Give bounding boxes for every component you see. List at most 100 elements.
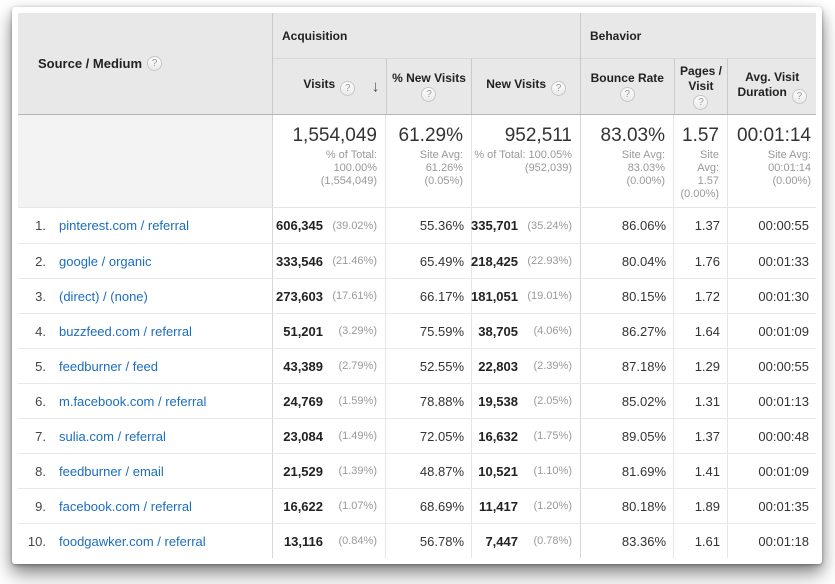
- bounce-rate-value: 80.04%: [621, 253, 666, 269]
- new-visits-value: 16,632: [478, 428, 518, 444]
- avg-duration-total: 00:01:14: [737, 125, 811, 146]
- new-visits-value: 10,521: [478, 463, 518, 479]
- visits-share: (0.84%): [338, 535, 377, 547]
- column-header-new-visits[interactable]: New Visits?: [471, 59, 580, 114]
- pct-new-visits-value: 48.87%: [419, 463, 464, 479]
- bounce-rate-label: Bounce Rate: [590, 71, 664, 85]
- source-medium-link[interactable]: foodgawker.com / referral: [59, 533, 206, 549]
- bounce-rate-value: 81.69%: [621, 463, 666, 479]
- pct-new-visits-value: 68.69%: [419, 498, 464, 514]
- new-visits-share: (19.01%): [527, 290, 572, 302]
- bounce-rate-value: 80.15%: [621, 288, 666, 304]
- new-visits-share: (1.10%): [533, 465, 572, 477]
- pages-visit-total: 1.57: [682, 125, 719, 146]
- visits-share: (1.49%): [338, 430, 377, 442]
- pct-new-visits-value: 66.17%: [419, 288, 464, 304]
- avg-duration-value: 00:01:13: [758, 393, 809, 409]
- table-row: 9. facebook.com / referral 16,622 (1.07%) …: [18, 488, 816, 523]
- bounce-rate-value: 80.18%: [621, 498, 666, 514]
- visits-value: 21,529: [283, 463, 323, 479]
- bounce-rate-value: 87.18%: [621, 358, 666, 374]
- new-visits-share: (2.05%): [533, 395, 572, 407]
- source-medium-link[interactable]: google / organic: [59, 253, 152, 269]
- source-medium-link[interactable]: m.facebook.com / referral: [59, 393, 207, 409]
- help-icon[interactable]: ?: [693, 94, 709, 110]
- visits-share: (17.61%): [332, 290, 377, 302]
- pct-new-visits-total-note: Site Avg: 61.26% (0.05%): [419, 149, 463, 187]
- help-icon[interactable]: ?: [791, 88, 807, 104]
- source-medium-link[interactable]: buzzfeed.com / referral: [59, 323, 192, 339]
- pct-new-visits-value: 56.78%: [419, 533, 464, 549]
- new-visits-total-note: % of Total: 100.05% (952,039): [474, 149, 572, 174]
- summary-avg-duration: 00:01:14 Site Avg: 00:01:14 (0.00%): [727, 115, 816, 207]
- visits-share: (39.02%): [332, 219, 377, 232]
- new-visits-value: 335,701: [471, 218, 518, 233]
- pct-new-visits-label: % New Visits: [392, 71, 466, 85]
- avg-visit-duration-label: Avg. Visit Duration: [737, 69, 800, 99]
- pct-new-visits-total: 61.29%: [398, 125, 463, 146]
- summary-row: 1,554,049 % of Total: 100.00% (1,554,049…: [18, 115, 816, 208]
- source-medium-link[interactable]: feedburner / email: [59, 463, 164, 479]
- pages-visit-value: 1.41: [694, 463, 720, 479]
- source-medium-link[interactable]: facebook.com / referral: [59, 498, 192, 514]
- column-header-visits[interactable]: Visits? ↓: [273, 59, 386, 114]
- new-visits-share: (1.75%): [533, 430, 572, 442]
- visits-value: 51,201: [283, 323, 323, 339]
- column-header-pct-new-visits[interactable]: % New Visits ?: [385, 59, 472, 114]
- help-icon[interactable]: ?: [551, 81, 567, 96]
- column-header-avg-visit-duration[interactable]: Avg. Visit Duration?: [727, 59, 816, 114]
- source-medium-link[interactable]: pinterest.com / referral: [59, 218, 190, 233]
- table-row: 2. google / organic 333,546 (21.46%) 65.49…: [18, 243, 816, 278]
- pages-visit-value: 1.37: [694, 218, 720, 233]
- visits-value: 606,345: [276, 218, 323, 233]
- avg-duration-value: 00:01:18: [758, 533, 809, 549]
- help-icon[interactable]: ?: [421, 87, 437, 102]
- visits-share: (1.39%): [338, 465, 377, 477]
- visits-total-note: % of Total: 100.00% (1,554,049): [320, 149, 377, 187]
- pages-visit-value: 1.29: [694, 358, 720, 374]
- visits-value: 24,769: [283, 393, 323, 409]
- column-header-pages-visit[interactable]: Pages / Visit ?: [673, 59, 728, 114]
- summary-pages-visit: 1.57 Site Avg: 1.57 (0.00%): [673, 115, 727, 207]
- new-visits-share: (4.06%): [533, 325, 572, 337]
- avg-duration-value: 00:00:55: [758, 218, 809, 233]
- column-header-source-medium: Source / Medium ?: [18, 13, 272, 114]
- new-visits-value: 19,538: [478, 393, 518, 409]
- table-row: 5. feedburner / feed 43,389 (2.79%) 52.55%…: [18, 348, 816, 383]
- help-icon[interactable]: ?: [340, 81, 356, 96]
- avg-duration-value: 00:00:55: [758, 358, 809, 374]
- table-row: 10. foodgawker.com / referral 13,116 (0.84…: [18, 523, 816, 558]
- visits-label: Visits: [303, 77, 336, 91]
- table-row: 4. buzzfeed.com / referral 51,201 (3.29%) …: [18, 313, 816, 348]
- table-row: 6. m.facebook.com / referral 24,769 (1.59%…: [18, 383, 816, 418]
- visits-total: 1,554,049: [292, 125, 377, 146]
- source-medium-link[interactable]: feedburner / feed: [59, 358, 159, 374]
- new-visits-value: 22,803: [478, 358, 518, 374]
- new-visits-value: 7,447: [485, 533, 518, 549]
- pct-new-visits-value: 75.59%: [419, 323, 464, 339]
- help-icon[interactable]: ?: [147, 56, 163, 71]
- source-medium-link[interactable]: (direct) / (none): [59, 288, 148, 304]
- summary-source-cell: [18, 115, 272, 207]
- visits-share: (2.79%): [338, 360, 377, 372]
- pages-visit-label: Pages / Visit: [679, 63, 722, 93]
- new-visits-value: 38,705: [478, 323, 518, 339]
- bounce-rate-value: 85.02%: [621, 393, 666, 409]
- column-header-bounce-rate[interactable]: Bounce Rate ?: [581, 59, 674, 114]
- pages-visit-value: 1.37: [694, 428, 720, 444]
- source-medium-link[interactable]: sulia.com / referral: [59, 428, 166, 444]
- pct-new-visits-value: 52.55%: [419, 358, 464, 374]
- pages-visit-value: 1.64: [694, 323, 720, 339]
- new-visits-value: 11,417: [478, 498, 518, 514]
- visits-value: 13,116: [283, 533, 323, 549]
- table-header: Source / Medium ? Acquisition Visits? ↓ …: [18, 13, 816, 115]
- pct-new-visits-value: 65.49%: [419, 253, 464, 269]
- visits-value: 273,603: [276, 288, 323, 304]
- pages-visit-value: 1.76: [694, 253, 720, 269]
- visits-value: 16,622: [283, 498, 323, 514]
- new-visits-share: (2.39%): [533, 360, 572, 372]
- new-visits-share: (22.93%): [527, 255, 572, 267]
- table-row: 7. sulia.com / referral 23,084 (1.49%) 72.…: [18, 418, 816, 453]
- help-icon[interactable]: ?: [619, 87, 635, 102]
- bounce-rate-value: 89.05%: [621, 428, 666, 444]
